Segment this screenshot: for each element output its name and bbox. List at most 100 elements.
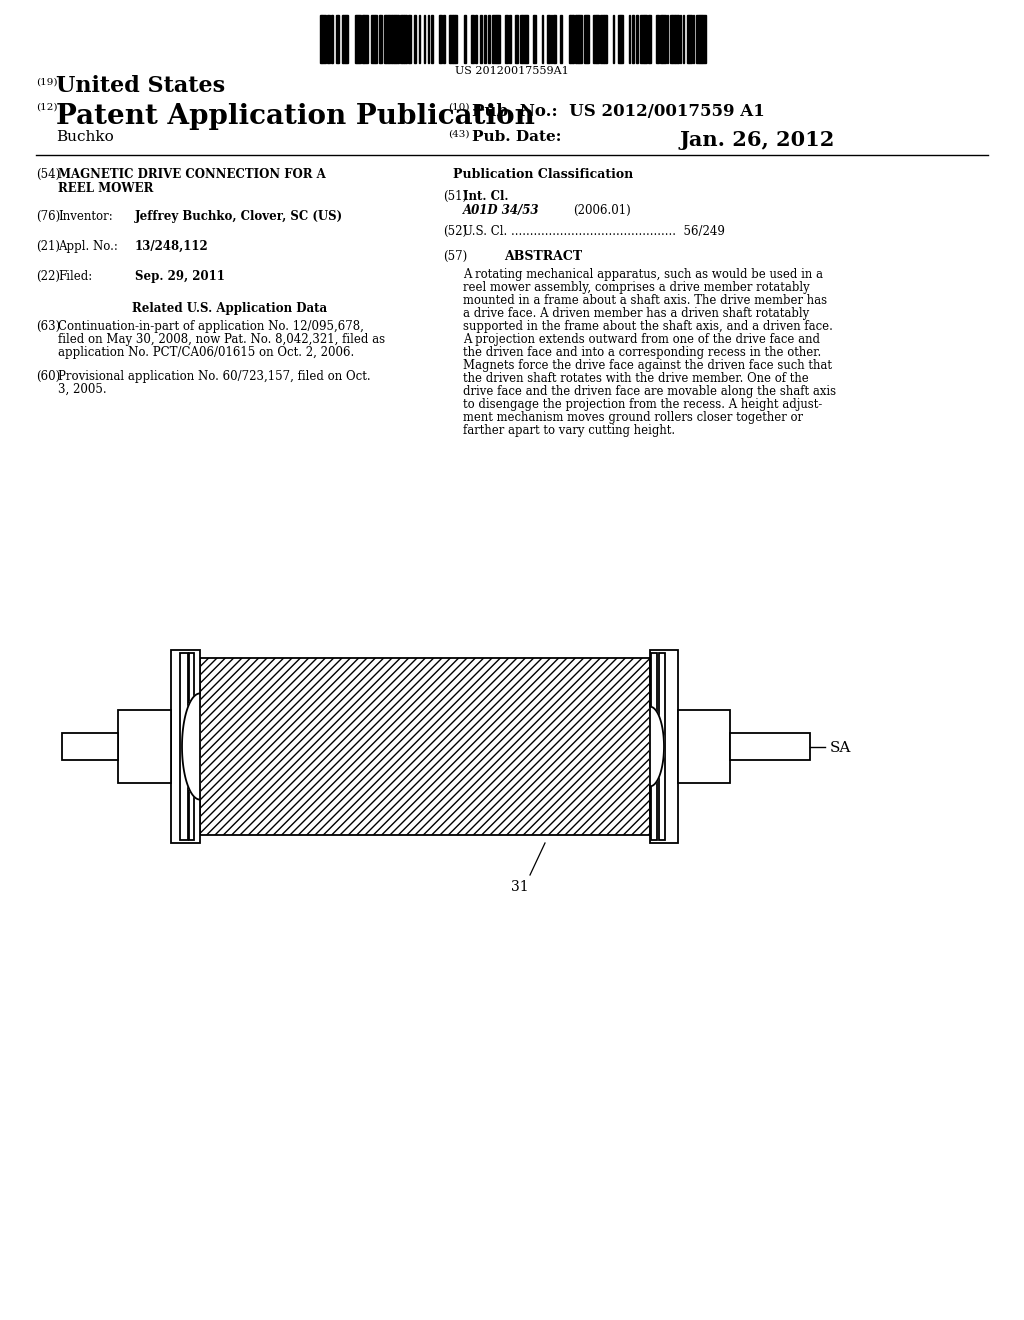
Text: (43): (43) bbox=[449, 129, 469, 139]
Bar bbox=[336, 15, 338, 63]
Text: (57): (57) bbox=[443, 249, 467, 263]
Bar bbox=[560, 15, 562, 63]
Text: 31: 31 bbox=[511, 880, 528, 894]
Text: Filed:: Filed: bbox=[58, 271, 92, 282]
Text: supported in the frame about the shaft axis, and a driven face.: supported in the frame about the shaft a… bbox=[463, 319, 833, 333]
Bar bbox=[522, 15, 525, 63]
Bar bbox=[375, 15, 377, 63]
Text: (12): (12) bbox=[36, 103, 57, 112]
Bar bbox=[359, 15, 361, 63]
Bar bbox=[200, 657, 650, 836]
Bar bbox=[402, 15, 404, 63]
Bar bbox=[670, 15, 672, 63]
Text: United States: United States bbox=[56, 75, 225, 96]
Text: Magnets force the drive face against the driven face such that: Magnets force the drive face against the… bbox=[463, 359, 831, 372]
Bar bbox=[656, 15, 659, 63]
Bar bbox=[189, 653, 194, 840]
Bar bbox=[400, 15, 402, 63]
Text: U.S. Cl. ............................................  56/249: U.S. Cl. ...............................… bbox=[463, 224, 725, 238]
Text: MAGNETIC DRIVE CONNECTION FOR A: MAGNETIC DRIVE CONNECTION FOR A bbox=[58, 168, 326, 181]
Text: Buchko: Buchko bbox=[56, 129, 114, 144]
Text: Provisional application No. 60/723,157, filed on Oct.: Provisional application No. 60/723,157, … bbox=[58, 370, 371, 383]
Bar bbox=[520, 15, 522, 63]
Text: to disengage the projection from the recess. A height adjust-: to disengage the projection from the rec… bbox=[463, 399, 822, 411]
Bar bbox=[662, 15, 666, 63]
Bar bbox=[593, 15, 596, 63]
Bar bbox=[675, 15, 678, 63]
Text: Pub. No.:  US 2012/0017559 A1: Pub. No.: US 2012/0017559 A1 bbox=[472, 103, 765, 120]
Text: (51): (51) bbox=[443, 190, 467, 203]
Text: Publication Classification: Publication Classification bbox=[453, 168, 633, 181]
Bar bbox=[380, 15, 382, 63]
Bar bbox=[453, 15, 455, 63]
Text: (52): (52) bbox=[443, 224, 467, 238]
Bar bbox=[672, 15, 675, 63]
Bar bbox=[600, 15, 604, 63]
Bar bbox=[498, 15, 500, 63]
Bar bbox=[660, 15, 662, 63]
Bar bbox=[547, 15, 550, 63]
Bar bbox=[649, 15, 651, 63]
Bar bbox=[450, 15, 453, 63]
Bar bbox=[509, 15, 511, 63]
Text: mounted in a frame about a shaft axis. The drive member has: mounted in a frame about a shaft axis. T… bbox=[463, 294, 827, 308]
Text: Patent Application Publication: Patent Application Publication bbox=[56, 103, 535, 129]
Text: (2006.01): (2006.01) bbox=[573, 205, 631, 216]
Bar bbox=[171, 649, 200, 843]
Bar bbox=[480, 15, 482, 63]
Bar bbox=[484, 15, 486, 63]
Bar bbox=[702, 15, 706, 63]
Bar bbox=[386, 15, 388, 63]
Bar bbox=[328, 15, 330, 63]
Text: (19): (19) bbox=[36, 78, 57, 87]
Bar bbox=[180, 653, 188, 840]
Text: the driven shaft rotates with the drive member. One of the: the driven shaft rotates with the drive … bbox=[463, 372, 809, 385]
Text: A01D 34/53: A01D 34/53 bbox=[463, 205, 540, 216]
Text: the driven face and into a corresponding recess in the other.: the driven face and into a corresponding… bbox=[463, 346, 821, 359]
Bar bbox=[371, 15, 375, 63]
Bar bbox=[396, 15, 398, 63]
Bar bbox=[389, 15, 392, 63]
Text: drive face and the driven face are movable along the shaft axis: drive face and the driven face are movab… bbox=[463, 385, 837, 399]
Text: filed on May 30, 2008, now Pat. No. 8,042,321, filed as: filed on May 30, 2008, now Pat. No. 8,04… bbox=[58, 333, 385, 346]
Bar bbox=[650, 649, 678, 843]
Bar bbox=[579, 15, 582, 63]
Bar bbox=[62, 733, 118, 760]
Text: (54): (54) bbox=[36, 168, 60, 181]
Bar bbox=[659, 653, 665, 840]
Bar bbox=[570, 15, 573, 63]
Polygon shape bbox=[182, 693, 200, 800]
Bar bbox=[604, 15, 606, 63]
Text: farther apart to vary cutting height.: farther apart to vary cutting height. bbox=[463, 424, 675, 437]
Bar bbox=[118, 710, 171, 783]
Bar bbox=[431, 15, 433, 63]
Text: Pub. Date:: Pub. Date: bbox=[472, 129, 561, 144]
Bar bbox=[730, 733, 810, 760]
Bar bbox=[443, 15, 445, 63]
Bar bbox=[471, 15, 474, 63]
Text: Continuation-in-part of application No. 12/095,678,: Continuation-in-part of application No. … bbox=[58, 319, 364, 333]
Bar bbox=[640, 15, 644, 63]
Bar bbox=[678, 710, 730, 783]
Bar bbox=[696, 15, 699, 63]
Text: Related U.S. Application Data: Related U.S. Application Data bbox=[132, 302, 328, 315]
Text: (63): (63) bbox=[36, 319, 60, 333]
Bar bbox=[515, 15, 517, 63]
Text: Int. Cl.: Int. Cl. bbox=[463, 190, 509, 203]
Text: Jan. 26, 2012: Jan. 26, 2012 bbox=[680, 129, 836, 150]
Text: A projection extends outward from one of the drive face and: A projection extends outward from one of… bbox=[463, 333, 820, 346]
Bar bbox=[618, 15, 620, 63]
Bar bbox=[689, 15, 692, 63]
Text: REEL MOWER: REEL MOWER bbox=[58, 182, 154, 195]
Text: (10): (10) bbox=[449, 103, 469, 112]
Text: Jeffrey Buchko, Clover, SC (US): Jeffrey Buchko, Clover, SC (US) bbox=[135, 210, 343, 223]
Text: 13/248,112: 13/248,112 bbox=[135, 240, 209, 253]
Text: (21): (21) bbox=[36, 240, 60, 253]
Bar bbox=[534, 15, 536, 63]
Text: Sep. 29, 2011: Sep. 29, 2011 bbox=[135, 271, 225, 282]
Text: ment mechanism moves ground rollers closer together or: ment mechanism moves ground rollers clos… bbox=[463, 411, 803, 424]
Text: Appl. No.:: Appl. No.: bbox=[58, 240, 118, 253]
Bar bbox=[343, 15, 345, 63]
Bar bbox=[621, 15, 623, 63]
Bar bbox=[575, 15, 578, 63]
